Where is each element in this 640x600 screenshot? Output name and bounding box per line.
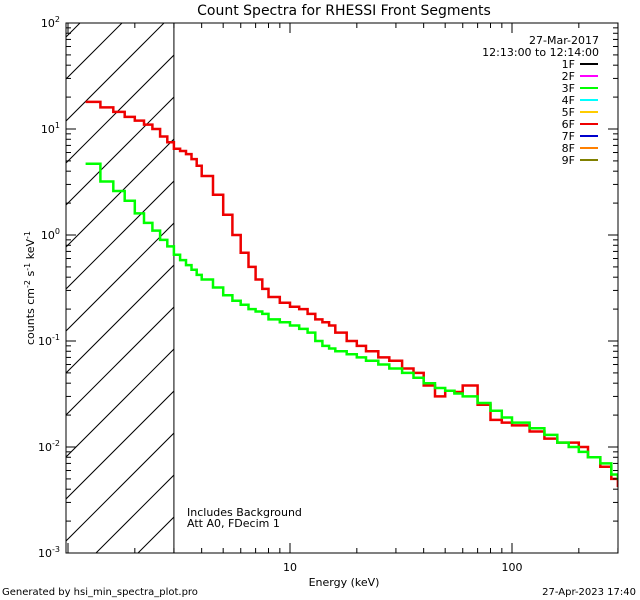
y-tick-label: 10-3 <box>38 545 60 560</box>
legend-label-3F: 3F <box>562 82 575 95</box>
hatch-line <box>306 23 640 553</box>
date-label: 27-Mar-2017 <box>529 34 599 47</box>
footer-timestamp: 27-Apr-2023 17:40 <box>542 587 636 598</box>
hatch-line <box>66 306 174 416</box>
legend-label-7F: 7F <box>562 130 575 143</box>
legend-label-5F: 5F <box>562 106 575 119</box>
footer-generated-by: Generated by hsi_min_spectra_plot.pro <box>2 587 198 598</box>
legend-label-2F: 2F <box>562 70 575 83</box>
y-axis-label: counts cm-2 s-1 keV-1 <box>23 231 37 345</box>
hatch-line <box>66 180 174 290</box>
annotation-background: Includes Background <box>187 506 302 519</box>
hatch-line <box>516 23 640 553</box>
hatch-line <box>95 474 174 553</box>
y-tick-label: 100 <box>41 227 60 242</box>
hatch-line <box>264 23 640 553</box>
time-range-label: 12:13:00 to 12:14:00 <box>482 46 599 59</box>
hatch-line <box>66 348 174 458</box>
plot-frame <box>65 22 619 554</box>
y-tick-label: 102 <box>41 15 60 30</box>
hatch-line <box>66 138 174 248</box>
x-axis-label: Energy (keV) <box>309 576 380 589</box>
hatch-line <box>390 23 640 553</box>
legend-label-1F: 1F <box>562 58 575 71</box>
hatch-line <box>432 23 640 553</box>
hatch-line <box>66 23 81 38</box>
legend-label-9F: 9F <box>562 154 575 167</box>
chart-title: Count Spectra for RHESSI Front Segments <box>197 3 491 19</box>
hatch-line <box>66 432 174 542</box>
series-3F-line <box>85 162 618 481</box>
hatch-line <box>66 23 123 80</box>
series-6F-line <box>85 100 618 488</box>
legend-label-6F: 6F <box>562 118 575 131</box>
hatch-line <box>222 23 640 553</box>
y-tick-label: 10-1 <box>38 333 60 348</box>
x-tick-label: 10 <box>283 561 297 574</box>
hatch-line <box>66 96 174 206</box>
hatch-line <box>348 23 640 553</box>
y-tick-label: 101 <box>41 121 60 136</box>
hatch-line <box>66 222 174 332</box>
hatch-line <box>66 264 174 374</box>
y-tick-label: 10-2 <box>38 439 60 454</box>
hatch-line <box>66 390 174 500</box>
legend-label-8F: 8F <box>562 142 575 155</box>
x-tick-label: 100 <box>502 561 523 574</box>
hatch-line <box>600 23 640 553</box>
hatch-line <box>66 23 165 122</box>
legend-label-4F: 4F <box>562 94 575 107</box>
annotation-attenuator: Att A0, FDecim 1 <box>187 517 280 530</box>
